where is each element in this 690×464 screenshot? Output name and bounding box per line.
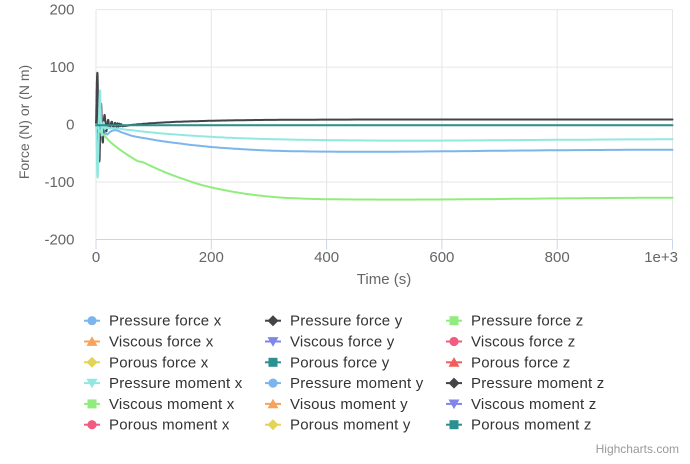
svg-text:Pressure force x: Pressure force x bbox=[109, 313, 222, 330]
svg-text:Pressure force y: Pressure force y bbox=[290, 313, 403, 330]
svg-text:400: 400 bbox=[314, 249, 339, 266]
svg-text:800: 800 bbox=[545, 249, 570, 266]
svg-text:Viscous moment z: Viscous moment z bbox=[471, 396, 596, 413]
svg-text:Viscous force z: Viscous force z bbox=[471, 334, 575, 351]
svg-text:Highcharts.com: Highcharts.com bbox=[596, 442, 679, 456]
svg-text:Porous force y: Porous force y bbox=[290, 354, 390, 371]
svg-text:Pressure moment x: Pressure moment x bbox=[109, 375, 243, 392]
svg-text:100: 100 bbox=[49, 59, 74, 76]
svg-text:Porous force z: Porous force z bbox=[471, 354, 571, 371]
svg-text:Viscous moment x: Viscous moment x bbox=[109, 396, 235, 413]
svg-text:Porous moment y: Porous moment y bbox=[290, 417, 411, 434]
svg-text:Porous moment z: Porous moment z bbox=[471, 417, 592, 434]
svg-text:200: 200 bbox=[199, 249, 224, 266]
svg-text:Pressure moment z: Pressure moment z bbox=[471, 375, 604, 392]
svg-text:0: 0 bbox=[92, 249, 100, 266]
svg-text:1e+3: 1e+3 bbox=[644, 249, 678, 266]
svg-text:Porous force x: Porous force x bbox=[109, 354, 209, 371]
svg-text:0: 0 bbox=[66, 117, 74, 134]
svg-text:Visous moment y: Visous moment y bbox=[290, 396, 408, 413]
svg-text:Porous moment x: Porous moment x bbox=[109, 417, 230, 434]
svg-text:600: 600 bbox=[429, 249, 454, 266]
svg-text:200: 200 bbox=[49, 2, 74, 19]
svg-text:Pressure moment y: Pressure moment y bbox=[290, 375, 424, 392]
svg-text:Pressure force z: Pressure force z bbox=[471, 313, 583, 330]
svg-text:Viscous force x: Viscous force x bbox=[109, 334, 214, 351]
svg-text:Time (s): Time (s) bbox=[357, 271, 411, 288]
svg-text:-100: -100 bbox=[44, 174, 74, 191]
svg-text:Viscous force y: Viscous force y bbox=[290, 334, 395, 351]
svg-text:-200: -200 bbox=[44, 232, 74, 249]
svg-text:Force (N) or (N m): Force (N) or (N m) bbox=[16, 65, 32, 179]
